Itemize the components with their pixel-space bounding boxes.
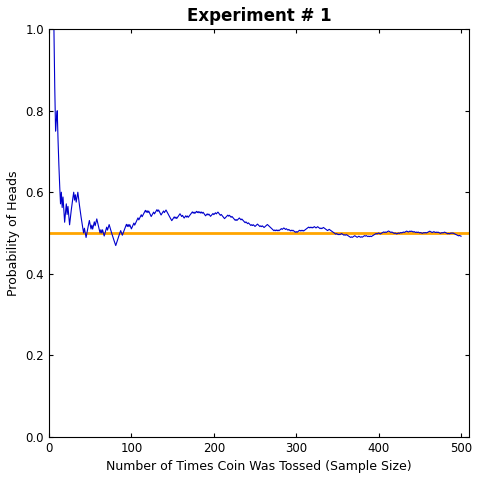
X-axis label: Number of Times Coin Was Tossed (Sample Size): Number of Times Coin Was Tossed (Sample … [107,460,412,473]
Title: Experiment # 1: Experiment # 1 [187,7,332,25]
Y-axis label: Probability of Heads: Probability of Heads [7,170,20,296]
